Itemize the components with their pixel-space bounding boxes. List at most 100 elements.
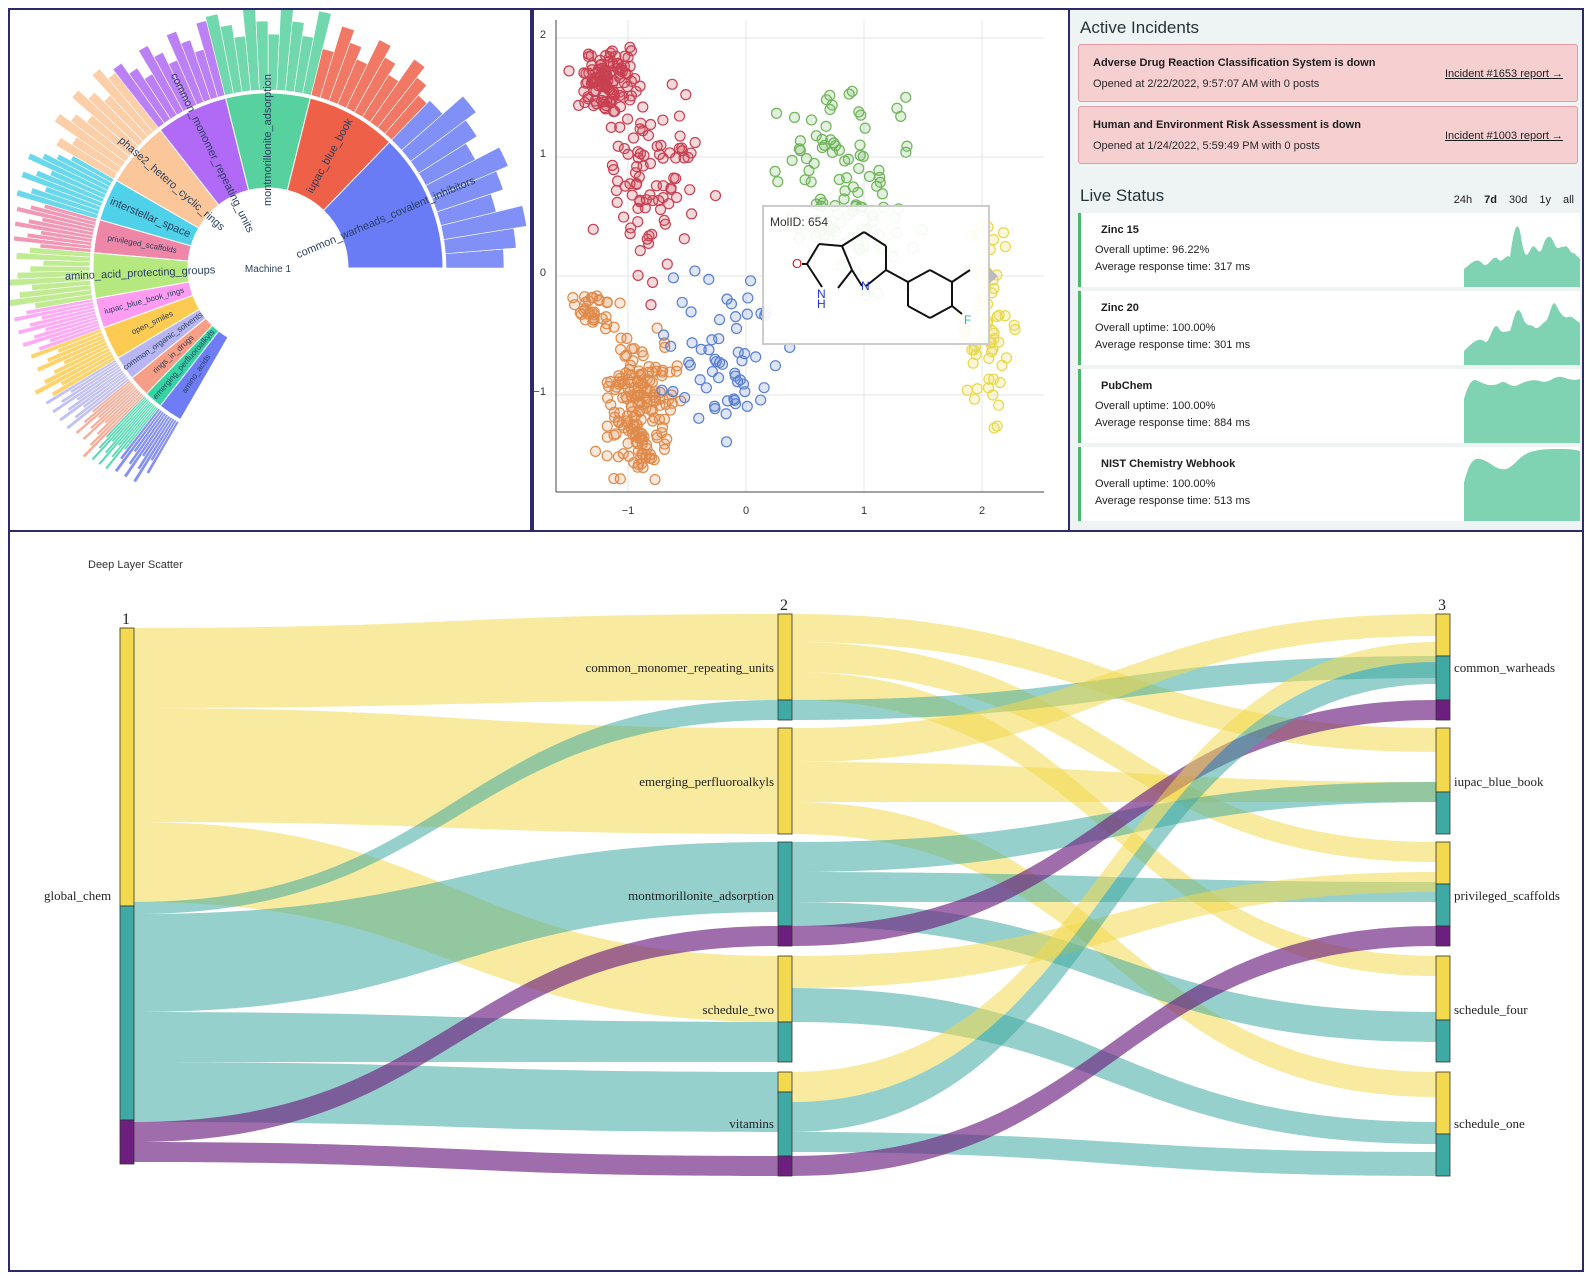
scatter-point[interactable] (617, 392, 629, 404)
scatter-point[interactable] (854, 139, 866, 151)
range-24h[interactable]: 24h (1453, 194, 1473, 206)
scatter-point[interactable] (614, 297, 626, 309)
scatter-point[interactable] (573, 99, 585, 111)
scatter-point[interactable] (651, 322, 663, 334)
scatter-point[interactable] (622, 437, 634, 449)
scatter-point[interactable] (673, 110, 686, 122)
scatter-point[interactable] (803, 164, 815, 177)
scatter-point[interactable] (684, 184, 696, 196)
scatter-point[interactable] (997, 227, 1010, 239)
scatter-point[interactable] (742, 292, 754, 304)
scatter-point[interactable] (657, 364, 669, 376)
sankey-link[interactable] (134, 842, 778, 1012)
scatter-point[interactable] (661, 258, 673, 270)
service-card-zinc20[interactable]: Zinc 20 Overall uptime: 100.00% Average … (1078, 291, 1580, 365)
scatter-point[interactable] (859, 122, 871, 134)
scatter-point[interactable] (824, 89, 836, 101)
scatter-point[interactable] (651, 140, 663, 152)
sankey-node[interactable] (1435, 1019, 1451, 1063)
scatter-point[interactable] (895, 110, 907, 122)
scatter-point[interactable] (567, 292, 579, 304)
scatter-point[interactable] (608, 472, 620, 485)
scatter-point[interactable] (805, 176, 817, 188)
scatter-point[interactable] (685, 208, 698, 220)
scatter-point[interactable] (794, 144, 806, 157)
scatter-point[interactable] (799, 174, 811, 186)
scatter-point[interactable] (769, 165, 781, 177)
scatter-point[interactable] (614, 121, 626, 133)
scatter-point[interactable] (838, 193, 850, 205)
sankey-node[interactable] (1435, 699, 1451, 721)
scatter-point[interactable] (600, 50, 612, 62)
sunburst-leaf[interactable] (145, 420, 180, 475)
sankey-node[interactable] (777, 613, 793, 701)
sunburst-leaf[interactable] (391, 99, 444, 151)
scatter-point[interactable] (983, 373, 995, 385)
scatter-point[interactable] (676, 296, 688, 309)
sankey-diagram[interactable]: Deep Layer Scatter 1 2 3 global_chem com… (10, 532, 1582, 1270)
scatter-point[interactable] (622, 148, 634, 160)
sankey-link[interactable] (792, 872, 1436, 988)
sankey-node[interactable] (777, 1071, 793, 1093)
scatter-point[interactable] (720, 436, 733, 448)
scatter-point[interactable] (605, 121, 617, 133)
scatter-point[interactable] (606, 159, 618, 171)
scatter-point[interactable] (618, 76, 631, 89)
scatter-point[interactable] (839, 185, 851, 197)
incident-report-link[interactable]: Incident #1653 report → (1444, 68, 1563, 80)
scatter-point[interactable] (988, 422, 1000, 434)
scatter-point[interactable] (628, 342, 640, 355)
scatter-point[interactable] (663, 198, 675, 210)
scatter-point[interactable] (689, 265, 701, 277)
range-7d[interactable]: 7d (1484, 194, 1497, 206)
scatter-point[interactable] (615, 332, 627, 344)
scatter-point[interactable] (684, 359, 696, 371)
scatter-point[interactable] (855, 109, 867, 121)
scatter-point[interactable] (667, 272, 680, 284)
scatter-point[interactable] (644, 448, 656, 461)
scatter-point[interactable] (971, 383, 983, 395)
sankey-link[interactable] (792, 614, 1436, 762)
scatter-point[interactable] (611, 175, 624, 187)
scatter-point[interactable] (610, 428, 622, 440)
scatter-point[interactable] (721, 293, 733, 305)
scatter-point[interactable] (709, 403, 721, 415)
scatter-point[interactable] (602, 380, 615, 393)
scatter-point[interactable] (820, 120, 832, 132)
sankey-node[interactable] (1435, 955, 1451, 1021)
range-1y[interactable]: 1y (1539, 194, 1551, 206)
scatter-point[interactable] (846, 85, 858, 97)
scatter-point[interactable] (664, 404, 677, 416)
sankey-link[interactable] (134, 614, 778, 708)
sunburst-leaf[interactable] (310, 48, 335, 99)
scatter-point[interactable] (619, 50, 631, 62)
sankey-link[interactable] (134, 1142, 778, 1176)
sankey-nodes[interactable] (119, 613, 1451, 1177)
sankey-node[interactable] (1435, 841, 1451, 885)
sunburst-segment[interactable] (225, 92, 311, 191)
scatter-point[interactable] (618, 142, 631, 155)
scatter-point[interactable] (657, 152, 669, 164)
sankey-node[interactable] (777, 1091, 793, 1157)
sankey-links[interactable] (134, 614, 1436, 1176)
scatter-point[interactable] (1009, 323, 1021, 336)
scatter-point[interactable] (999, 241, 1011, 253)
scatter-point[interactable] (676, 145, 688, 157)
scatter-point[interactable] (674, 130, 686, 142)
service-card-nist[interactable]: NIST Chemistry Webhook Overall uptime: 1… (1078, 447, 1580, 521)
sankey-node[interactable] (1435, 791, 1451, 835)
scatter-point[interactable] (563, 65, 575, 77)
scatter-point[interactable] (601, 420, 613, 432)
sankey-node[interactable] (1435, 613, 1451, 657)
scatter-point[interactable] (703, 273, 715, 285)
scatter-point[interactable] (601, 392, 614, 404)
scatter-point[interactable] (730, 322, 743, 335)
scatter-point[interactable] (854, 149, 866, 161)
incident-report-link[interactable]: Incident #1003 report → (1444, 130, 1563, 142)
sankey-link[interactable] (792, 700, 1436, 946)
scatter-point[interactable] (678, 233, 690, 245)
scatter-point[interactable] (588, 314, 600, 326)
scatter-point[interactable] (633, 171, 645, 183)
scatter-plot[interactable]: −1 0 1 2 2 1 0 −1 MolID: 654 (534, 10, 1068, 530)
scatter-point[interactable] (741, 400, 753, 412)
